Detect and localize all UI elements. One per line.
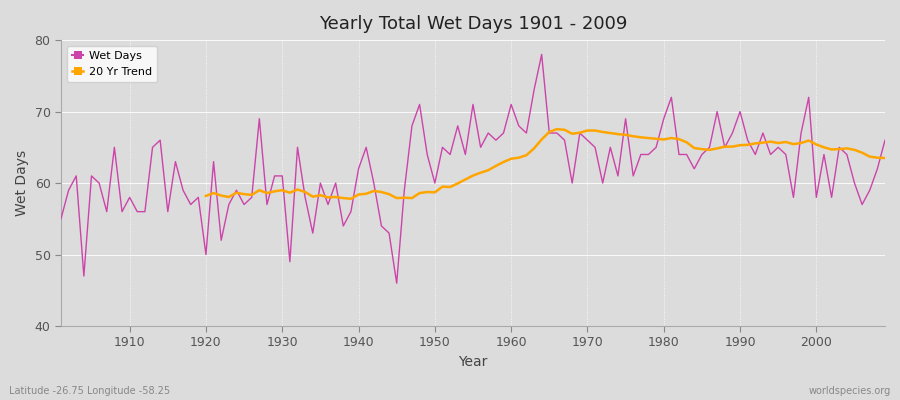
- Y-axis label: Wet Days: Wet Days: [15, 150, 29, 216]
- Title: Yearly Total Wet Days 1901 - 2009: Yearly Total Wet Days 1901 - 2009: [319, 15, 627, 33]
- Legend: Wet Days, 20 Yr Trend: Wet Days, 20 Yr Trend: [67, 46, 158, 82]
- Text: Latitude -26.75 Longitude -58.25: Latitude -26.75 Longitude -58.25: [9, 386, 170, 396]
- Text: worldspecies.org: worldspecies.org: [809, 386, 891, 396]
- X-axis label: Year: Year: [458, 355, 488, 369]
